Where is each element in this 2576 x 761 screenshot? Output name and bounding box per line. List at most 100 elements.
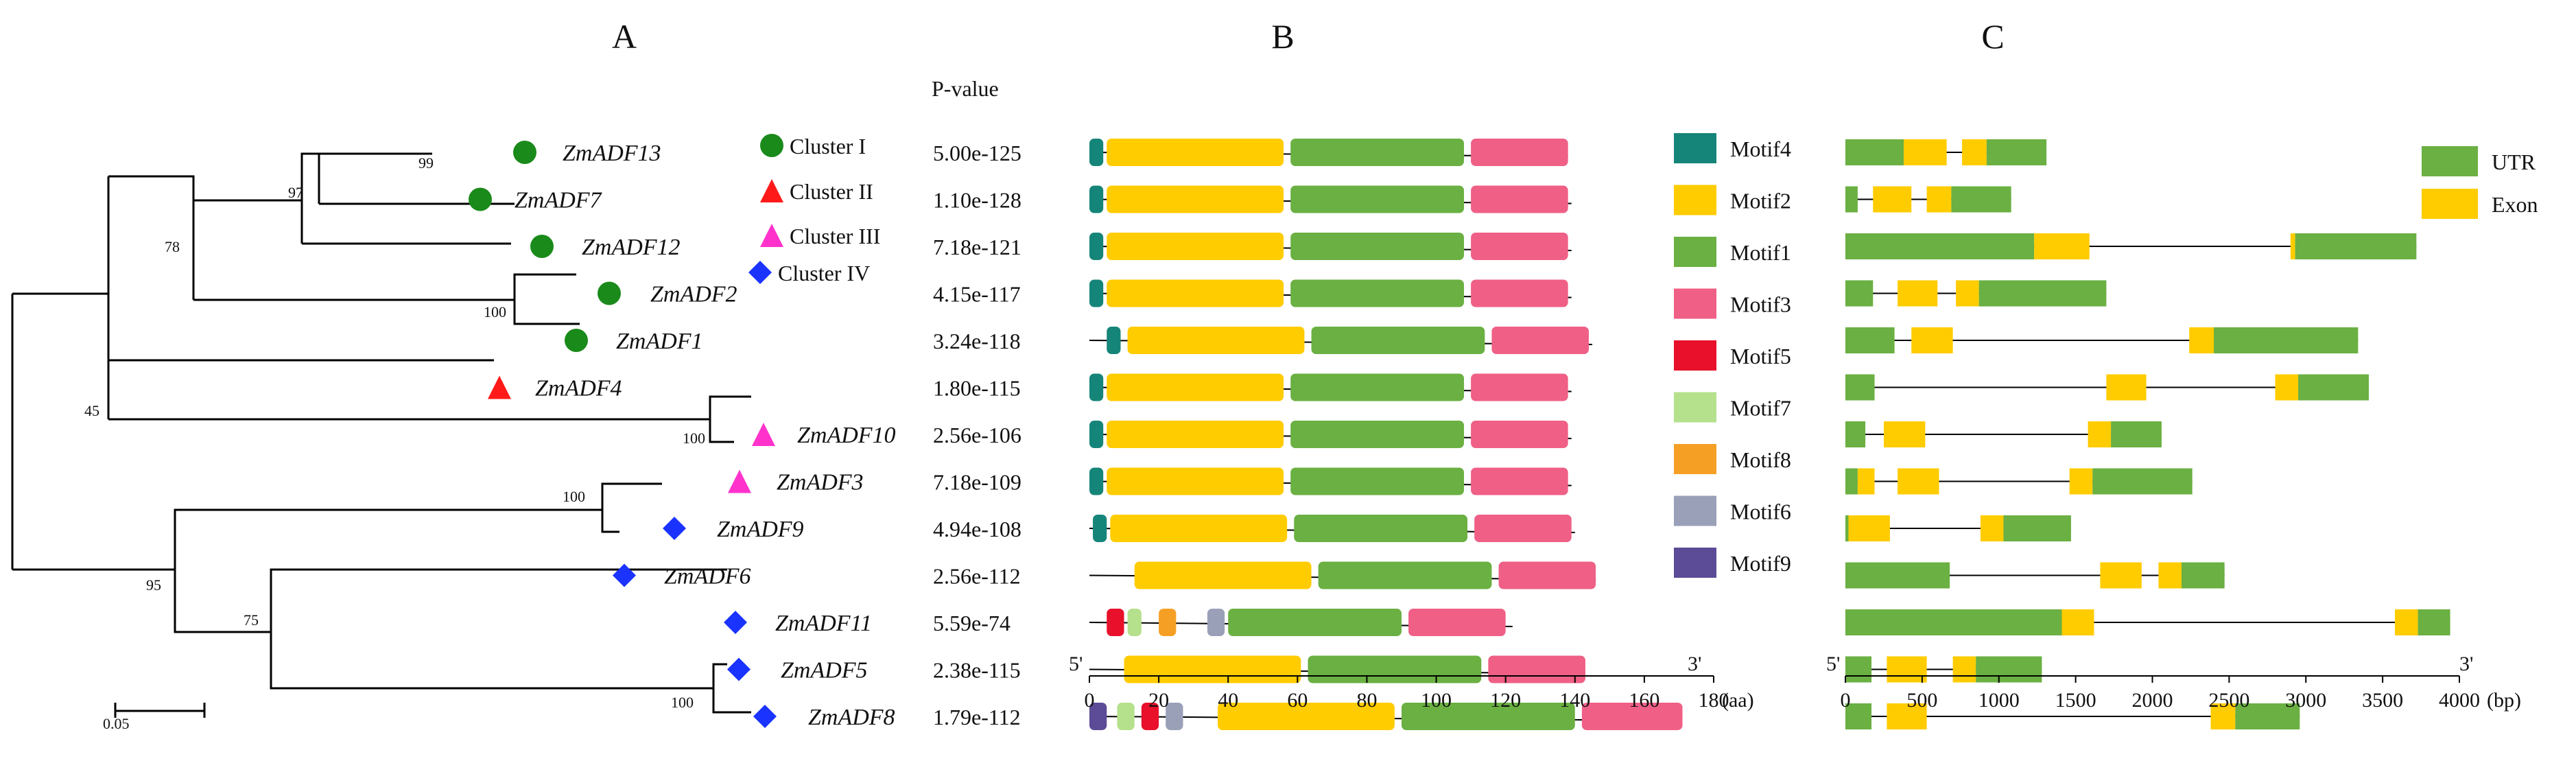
exon-segment (1873, 186, 1912, 213)
motif1-legend-swatch (1674, 237, 1716, 267)
tree-branch (108, 175, 195, 300)
utr-segment (1845, 374, 1875, 401)
exon-segment (2275, 374, 2299, 401)
exon-segment (1926, 186, 1952, 213)
motif2-box (1107, 421, 1284, 448)
motif4-box (1089, 373, 1104, 401)
motif-axis-tick-label: 60 (1287, 689, 1308, 712)
bootstrap-label: 100 (563, 488, 585, 505)
gene-axis-unit: (bp) (2487, 689, 2521, 712)
motif3-box (1471, 139, 1568, 166)
motif2-legend-label: Motif2 (1730, 189, 1791, 213)
motif7-box (1117, 703, 1135, 730)
motif4-box (1089, 467, 1104, 495)
tree-tips: ZmADF13 ZmADF7 ZmADF12 ZmADF2 ZmADF1 ZmADF4 Zm… (469, 141, 896, 730)
motif3-box (1471, 421, 1568, 448)
cluster-i-marker (469, 187, 492, 211)
cluster-i-marker (565, 329, 588, 352)
motif3-box (1581, 703, 1683, 730)
motif1-box (1318, 561, 1492, 589)
motif3-box (1471, 279, 1568, 307)
motif5-legend-swatch (1674, 340, 1716, 371)
pvalue-label: 4.94e-108 (933, 517, 1021, 541)
bootstrap-label: 78 (165, 238, 180, 255)
motif-axis-tick-label: 40 (1218, 689, 1238, 712)
utr-segment (1978, 280, 2107, 307)
motif3-box (1488, 655, 1585, 683)
gene-axis-5prime: 5' (1826, 653, 1840, 675)
motif2-box (1107, 279, 1284, 307)
cluster-ii-marker (488, 375, 511, 399)
motif-axis-5prime: 5' (1069, 653, 1083, 675)
utr-legend-swatch (2422, 146, 2478, 176)
exon-segment (2069, 468, 2093, 495)
pvalue-label: 1.79e-112 (933, 705, 1021, 729)
gene-name-label: ZmADF12 (582, 235, 681, 260)
motif1-box (1290, 421, 1464, 448)
bootstrap-label: 100 (484, 303, 506, 320)
exon-segment (1898, 280, 1938, 307)
pvalue-column: 5.00e-125 1.10e-128 7.18e-121 4.15e-117 3.24… (933, 141, 1021, 729)
pvalue-label: 1.10e-128 (933, 188, 1021, 213)
motif3-box (1471, 233, 1568, 260)
panel-label-c: C (1981, 17, 2004, 56)
utr-segment (1845, 703, 1872, 729)
bootstrap-label: 100 (671, 694, 694, 711)
motif-axis-tick-label: 100 (1421, 689, 1452, 712)
exon-segment (2210, 703, 2236, 729)
utr-segment (1845, 327, 1895, 353)
cluster-iv-marker (727, 657, 751, 681)
motif3-box (1474, 515, 1572, 542)
exon-segment (1887, 656, 1927, 683)
gene-name-label: ZmADF4 (535, 376, 622, 401)
bootstrap-label: 95 (146, 576, 161, 594)
pvalue-header: P-value (932, 76, 999, 101)
motif4-legend-label: Motif4 (1730, 137, 1791, 161)
motif3-box (1471, 467, 1568, 495)
cluster-iv-marker (613, 563, 636, 587)
motif-axis-tick-label: 140 (1559, 689, 1590, 712)
exon-segment (1904, 139, 1947, 165)
pvalue-label: 5.59e-74 (933, 611, 1011, 635)
gene-structure-legend: UTR Exon (2422, 146, 2538, 219)
exon-segment (2395, 609, 2418, 635)
gene-name-label: ZmADF10 (797, 423, 896, 448)
cluster-i-marker (598, 281, 621, 305)
utr-segment (1845, 562, 1950, 589)
gene-axis-tick-label: 3500 (2362, 689, 2403, 712)
motif1-box (1290, 467, 1464, 495)
exon-segment (1911, 327, 1953, 353)
motif5-legend-label: Motif5 (1730, 344, 1791, 368)
motif9-legend-swatch (1674, 548, 1716, 578)
gene-structure-panel (1845, 139, 2450, 729)
utr-legend-label: UTR (2492, 150, 2536, 174)
tree-branch (12, 292, 111, 421)
utr-segment (1845, 656, 1872, 683)
utr-segment (2214, 327, 2359, 353)
motif7-legend-label: Motif7 (1730, 396, 1791, 421)
utr-segment (1951, 186, 2011, 213)
exon-segment (1887, 703, 1927, 729)
tree-branch (712, 663, 751, 714)
motif9-legend-label: Motif9 (1730, 551, 1791, 576)
motif2-box (1110, 515, 1288, 542)
motif1-box (1308, 655, 1482, 683)
motif-axis: 0 20 40 60 80 100 120 140 160 180(aa) 5' 3' (1069, 653, 1754, 712)
motif9-box (1089, 703, 1107, 730)
motif2-box (1107, 373, 1284, 401)
exon-segment (1956, 280, 1979, 307)
panel-label-b: B (1271, 17, 1294, 56)
cluster-i-marker (530, 235, 554, 258)
motif-axis-tick-label: 180 (1699, 689, 1729, 712)
exon-segment (1848, 515, 1890, 541)
motif-axis-3prime: 3' (1688, 653, 1701, 675)
motif4-legend-swatch (1674, 133, 1716, 163)
utr-segment (1845, 421, 1866, 447)
motif-axis-tick-label: 0 (1085, 689, 1095, 712)
tree-branch (174, 568, 727, 690)
gene-name-label: ZmADF8 (808, 705, 895, 730)
pvalue-label: 7.18e-109 (933, 470, 1021, 495)
gene-axis-tick-label: 4000 (2439, 689, 2480, 712)
motif1-legend-label: Motif1 (1730, 240, 1791, 265)
exon-segment (1962, 139, 1987, 165)
